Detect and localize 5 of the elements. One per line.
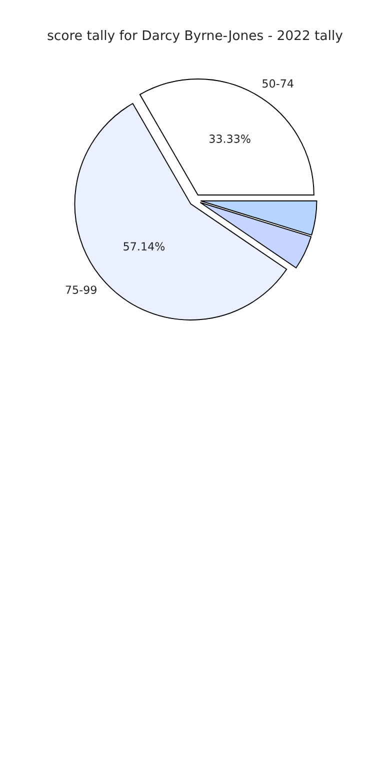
data-label: 57.14% bbox=[124, 242, 165, 251]
slice-label: 50-74 bbox=[262, 79, 294, 88]
data-label: 33.33% bbox=[209, 134, 250, 143]
chart-title: score tally for Darcy Byrne-Jones - 2022 tally bbox=[48, 30, 343, 43]
slice-label: 75-99 bbox=[66, 286, 96, 294]
